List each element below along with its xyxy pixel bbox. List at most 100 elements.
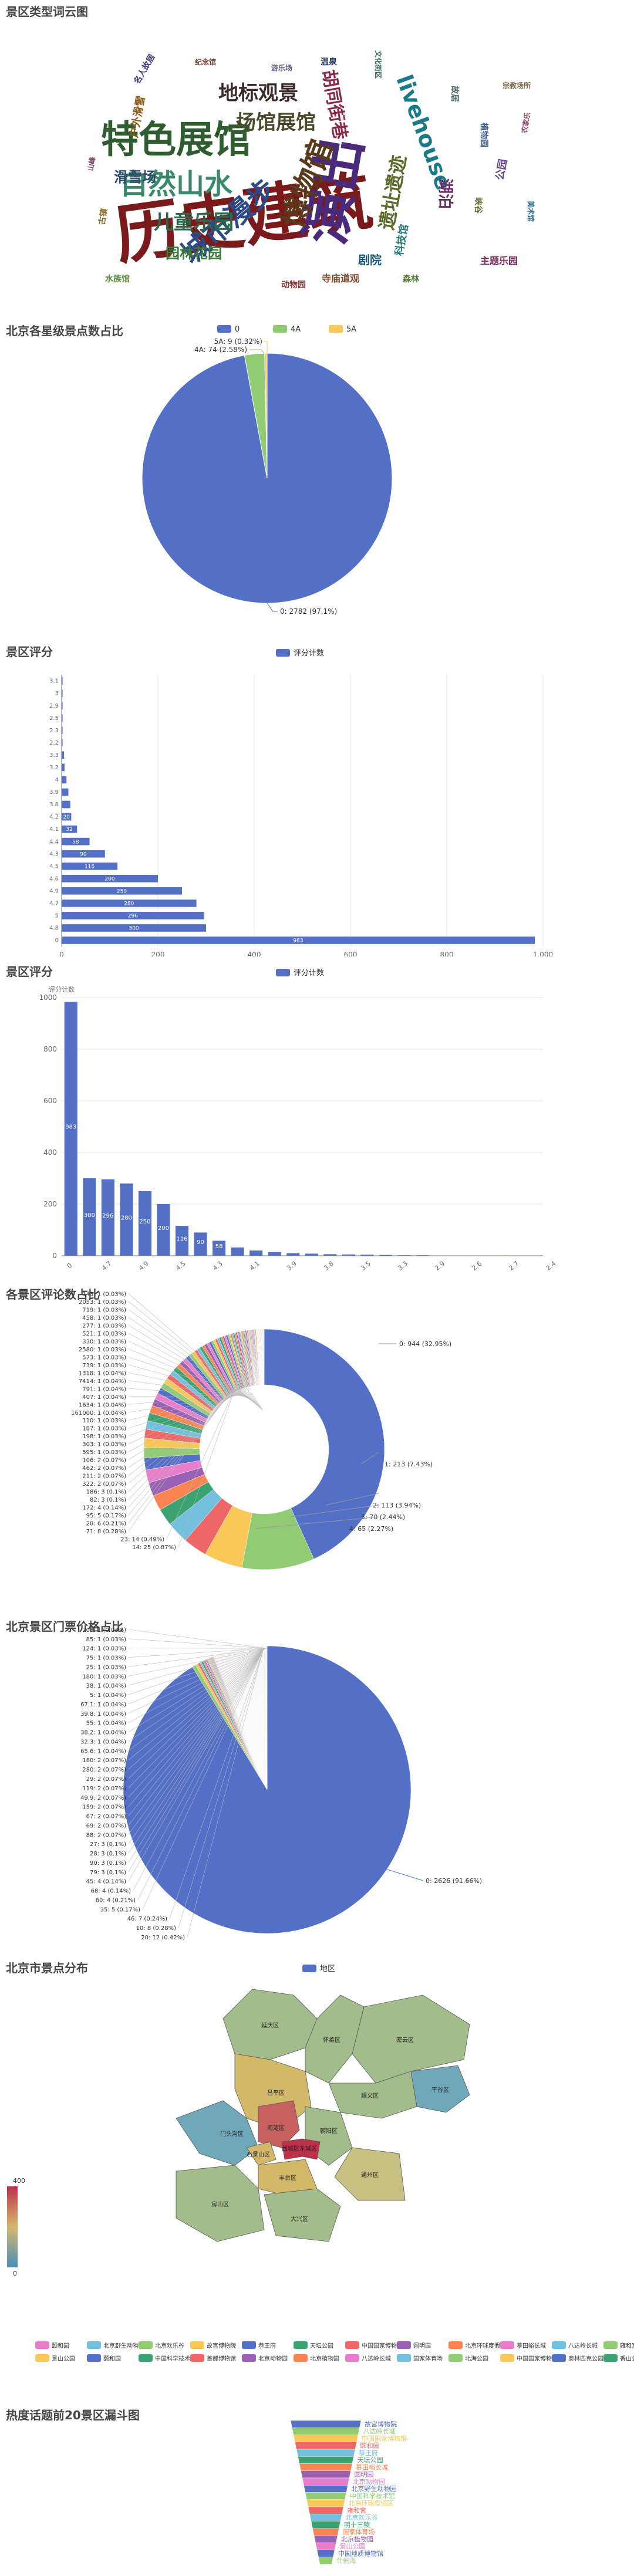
funnel-segment[interactable] <box>308 2506 344 2514</box>
map-legend-swatch[interactable] <box>294 2341 308 2349</box>
funnel-segment[interactable] <box>303 2485 348 2493</box>
funnel-segment[interactable] <box>311 2521 341 2528</box>
funnel-segment[interactable] <box>318 2557 333 2565</box>
map-district[interactable] <box>305 1994 365 2084</box>
bar[interactable] <box>62 900 197 907</box>
bar[interactable] <box>62 702 63 709</box>
bar[interactable] <box>62 714 63 722</box>
map-legend-label[interactable]: 北海公园 <box>465 2355 488 2362</box>
map-legend-label[interactable]: 景山公园 <box>52 2355 75 2362</box>
funnel-segment[interactable] <box>296 2449 356 2457</box>
map-legend-label[interactable]: 天坛公园 <box>310 2342 333 2349</box>
bar[interactable] <box>62 924 206 932</box>
bar[interactable] <box>249 1250 263 1256</box>
map-legend-label[interactable]: 恭王府 <box>258 2342 276 2349</box>
map-legend-swatch[interactable] <box>397 2354 411 2362</box>
map-district[interactable] <box>176 2165 265 2242</box>
funnel-segment[interactable] <box>313 2535 338 2543</box>
map-legend-swatch[interactable] <box>87 2341 101 2349</box>
map-legend-swatch[interactable] <box>603 2354 618 2362</box>
bar[interactable] <box>175 1225 189 1256</box>
legend-swatch[interactable] <box>273 325 287 333</box>
bar[interactable] <box>305 1253 318 1256</box>
bar[interactable] <box>62 887 182 895</box>
bar[interactable] <box>62 813 72 821</box>
map-legend-label[interactable]: 颐和园 <box>103 2355 121 2362</box>
bar[interactable] <box>62 776 67 784</box>
bar[interactable] <box>62 751 65 759</box>
legend-label[interactable]: 5A <box>346 325 356 334</box>
map-legend-label[interactable]: 中国国家博物馆 <box>362 2342 403 2349</box>
funnel-segment[interactable] <box>292 2428 360 2435</box>
bar[interactable] <box>64 1002 77 1256</box>
map-district[interactable] <box>258 2100 300 2148</box>
bar[interactable] <box>323 1254 337 1256</box>
map-legend-label[interactable]: 北京野生动物园 <box>103 2342 144 2349</box>
bar[interactable] <box>286 1253 300 1256</box>
bar[interactable] <box>62 937 535 944</box>
map-legend-swatch[interactable] <box>139 2354 153 2362</box>
bar[interactable] <box>213 1240 226 1256</box>
bar[interactable] <box>62 874 158 883</box>
bar[interactable] <box>379 1255 392 1256</box>
funnel-segment[interactable] <box>302 2477 350 2486</box>
bar[interactable] <box>62 862 118 870</box>
bar[interactable] <box>83 1178 96 1256</box>
bar[interactable] <box>138 1191 151 1256</box>
map-legend-label[interactable]: 慕田峪长城 <box>517 2342 546 2349</box>
map-legend-swatch[interactable] <box>345 2341 359 2349</box>
bar[interactable] <box>62 763 65 772</box>
bar[interactable] <box>62 837 90 846</box>
map-district[interactable] <box>246 2141 276 2166</box>
map-legend-label[interactable]: 颐和园 <box>52 2342 69 2349</box>
funnel-segment[interactable] <box>315 2543 336 2550</box>
map-legend-swatch[interactable] <box>242 2354 256 2362</box>
bar[interactable] <box>62 788 69 796</box>
legend-label[interactable]: 4A <box>291 325 301 334</box>
map-legend-swatch[interactable] <box>190 2354 204 2362</box>
funnel-segment[interactable] <box>316 2550 335 2557</box>
bar[interactable] <box>120 1183 133 1256</box>
bar[interactable] <box>62 689 63 697</box>
bar[interactable] <box>62 726 63 735</box>
map-legend-swatch[interactable] <box>242 2341 256 2349</box>
map-legend-swatch[interactable] <box>500 2354 514 2362</box>
map-legend-label[interactable]: 奥林匹克公园 <box>568 2355 603 2362</box>
map-legend-swatch[interactable] <box>552 2354 566 2362</box>
bar[interactable] <box>101 1179 114 1256</box>
legend-label[interactable]: 0 <box>235 325 240 334</box>
bar[interactable] <box>268 1252 281 1256</box>
map-legend-swatch[interactable] <box>139 2341 153 2349</box>
map-legend-label[interactable]: 中国国家博物馆 <box>517 2355 558 2362</box>
bar[interactable] <box>342 1254 355 1256</box>
map-legend-swatch[interactable] <box>603 2341 618 2349</box>
funnel-segment[interactable] <box>299 2463 353 2471</box>
bar[interactable] <box>360 1255 374 1256</box>
bar[interactable] <box>231 1247 244 1256</box>
map-district[interactable] <box>264 2188 341 2242</box>
map-legend-label[interactable]: 圆明园 <box>413 2342 431 2349</box>
map-legend-swatch[interactable] <box>35 2354 49 2362</box>
funnel-segment[interactable] <box>295 2442 357 2450</box>
legend-swatch[interactable] <box>276 649 290 657</box>
map-legend-swatch[interactable] <box>500 2341 514 2349</box>
legend-swatch[interactable] <box>329 325 343 333</box>
map-legend-swatch[interactable] <box>190 2341 204 2349</box>
map-legend-swatch[interactable] <box>345 2354 359 2362</box>
funnel-segment[interactable] <box>306 2499 345 2507</box>
map-legend-label[interactable]: 八达岭长城 <box>362 2355 391 2362</box>
funnel-segment[interactable] <box>293 2435 359 2442</box>
funnel-segment[interactable] <box>290 2420 362 2428</box>
funnel-segment[interactable] <box>309 2514 342 2521</box>
funnel-segment[interactable] <box>301 2470 351 2479</box>
map-legend-label[interactable]: 北京欢乐谷 <box>155 2342 184 2349</box>
map-district[interactable] <box>334 2147 406 2201</box>
legend-label[interactable]: 地区 <box>320 1965 335 1973</box>
bar[interactable] <box>62 739 63 747</box>
map-legend-label[interactable]: 北京动物园 <box>258 2355 288 2362</box>
bar[interactable] <box>62 677 63 685</box>
map-legend-swatch[interactable] <box>87 2354 101 2362</box>
map-legend-label[interactable]: 故宫博物院 <box>207 2342 236 2349</box>
visualmap-bar[interactable] <box>7 2186 18 2267</box>
map-legend-label[interactable]: 首都博物馆 <box>207 2355 236 2362</box>
